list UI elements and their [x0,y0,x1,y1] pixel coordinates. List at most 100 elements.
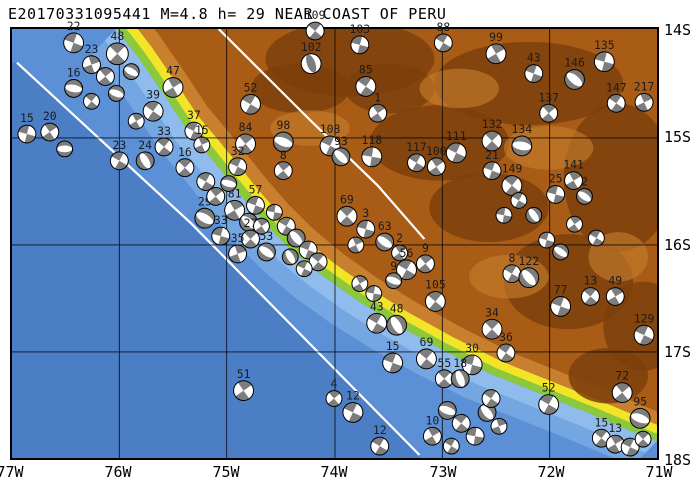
event-label: 52 [542,381,556,395]
event-label: 117 [406,140,427,154]
focal-mechanism [451,413,471,433]
focal-mechanism [465,426,485,446]
focal-mechanism: 25 [546,172,566,204]
event-label: 24 [138,138,152,152]
focal-mechanism: 8 [273,148,293,181]
focal-mechanism: 30 [461,341,483,376]
x-tick-label: 76W [104,463,132,481]
event-label: 16 [67,66,81,80]
focal-mechanism: 13 [580,274,600,306]
focal-mechanism [566,215,583,233]
x-tick-label: 72W [537,463,565,481]
focal-mechanism: 118 [361,133,382,168]
event-label: 88 [436,20,450,34]
event-label: 33 [214,213,228,227]
event-label: 85 [359,63,373,77]
event-label: 4 [331,377,338,391]
event-label: 22 [67,19,81,33]
focal-mechanism: 43 [366,299,388,334]
focal-mechanism: 12 [370,423,390,456]
focal-mechanism [490,417,508,435]
event-label: 15 [386,339,400,353]
focal-mechanism: 51 [233,367,254,402]
event-label: 36 [499,330,513,344]
focal-mechanism: 99 [485,30,507,65]
event-label: 56 [400,246,414,260]
event-label: 134 [512,122,533,136]
event-label: 49 [608,274,622,288]
focal-mechanism [83,92,100,110]
focal-mechanism: 77 [550,283,572,317]
event-label: 9 [422,241,429,255]
event-label: 102 [301,40,322,54]
focal-mechanism [122,63,140,81]
focal-mechanism: 109 [305,8,326,41]
event-label: 137 [538,90,559,104]
y-tick-label: 14S [664,21,692,39]
focal-mechanism: 23 [82,42,101,75]
focal-mechanism: 33 [154,124,174,157]
focal-mechanism: 3 [356,206,376,239]
focal-mechanism [442,437,460,455]
event-label: 147 [606,80,627,94]
event-label: 12 [346,389,360,403]
focal-mechanism: 93 [331,134,351,167]
focal-mechanism [220,175,238,192]
focal-mechanism: 95 [629,395,651,429]
event-label: 109 [305,8,326,22]
focal-mechanism: 134 [511,122,533,157]
focal-mechanism: 100 [426,144,447,177]
focal-mechanism: 105 [424,278,446,312]
event-label: 100 [426,144,447,158]
event-label: 33 [157,124,171,138]
event-label: 93 [334,134,348,148]
focal-mechanism: 35 [228,231,248,264]
focal-mechanism: 102 [300,40,322,75]
focal-mechanism: 18 [450,356,470,389]
event-label: 149 [502,162,523,176]
event-label: 95 [633,395,647,409]
y-tick-label: 17S [664,343,692,361]
focal-mechanism: 56 [396,246,417,281]
focal-mechanism: 10 [422,413,442,446]
focal-mechanism: 52 [240,80,261,115]
focal-mechanism: 48 [386,301,408,336]
focal-mechanism [552,243,570,261]
focal-mechanism: 15 [382,339,404,374]
focal-mechanism: 39 [142,87,164,122]
map-frame: 22 48 23 16 47 39 15 20 33 37 15 23 24 16 52 84 98 109 103… [10,8,659,460]
focal-mechanism: 4 [325,377,343,407]
focal-mechanism [196,172,216,191]
event-label: 15 [20,111,34,125]
focal-mechanism: 13 [605,421,625,454]
event-label: 77 [554,283,568,297]
focal-mechanism: 49 [605,274,625,306]
focal-mechanism: 132 [481,117,503,152]
focal-mechanism: 72 [611,369,633,404]
focal-mechanism: 149 [501,162,523,196]
event-label: 111 [446,129,467,143]
event-label: 10 [426,413,440,427]
focal-mechanism: 146 [564,56,585,90]
focal-mechanism: 69 [336,192,358,227]
focal-mechanism [281,248,299,266]
event-label: 15 [594,415,608,429]
event-label: 122 [518,254,539,268]
focal-mechanism: 63 [375,219,395,252]
focal-mechanism: 135 [593,38,615,73]
event-label: 23 [112,138,126,152]
focal-mechanism: 147 [606,80,627,113]
focal-mechanism: 141 [563,158,584,190]
focal-mechanism [510,191,528,209]
event-label: 141 [563,158,584,172]
focal-mechanism [634,430,652,448]
focal-mechanism: 9 [415,241,435,274]
focal-mechanism [127,112,145,130]
focal-mechanism [495,206,513,224]
focal-mechanism: 48 [105,29,129,66]
event-label: 48 [390,301,404,315]
focal-mechanism: 22 [63,19,85,54]
